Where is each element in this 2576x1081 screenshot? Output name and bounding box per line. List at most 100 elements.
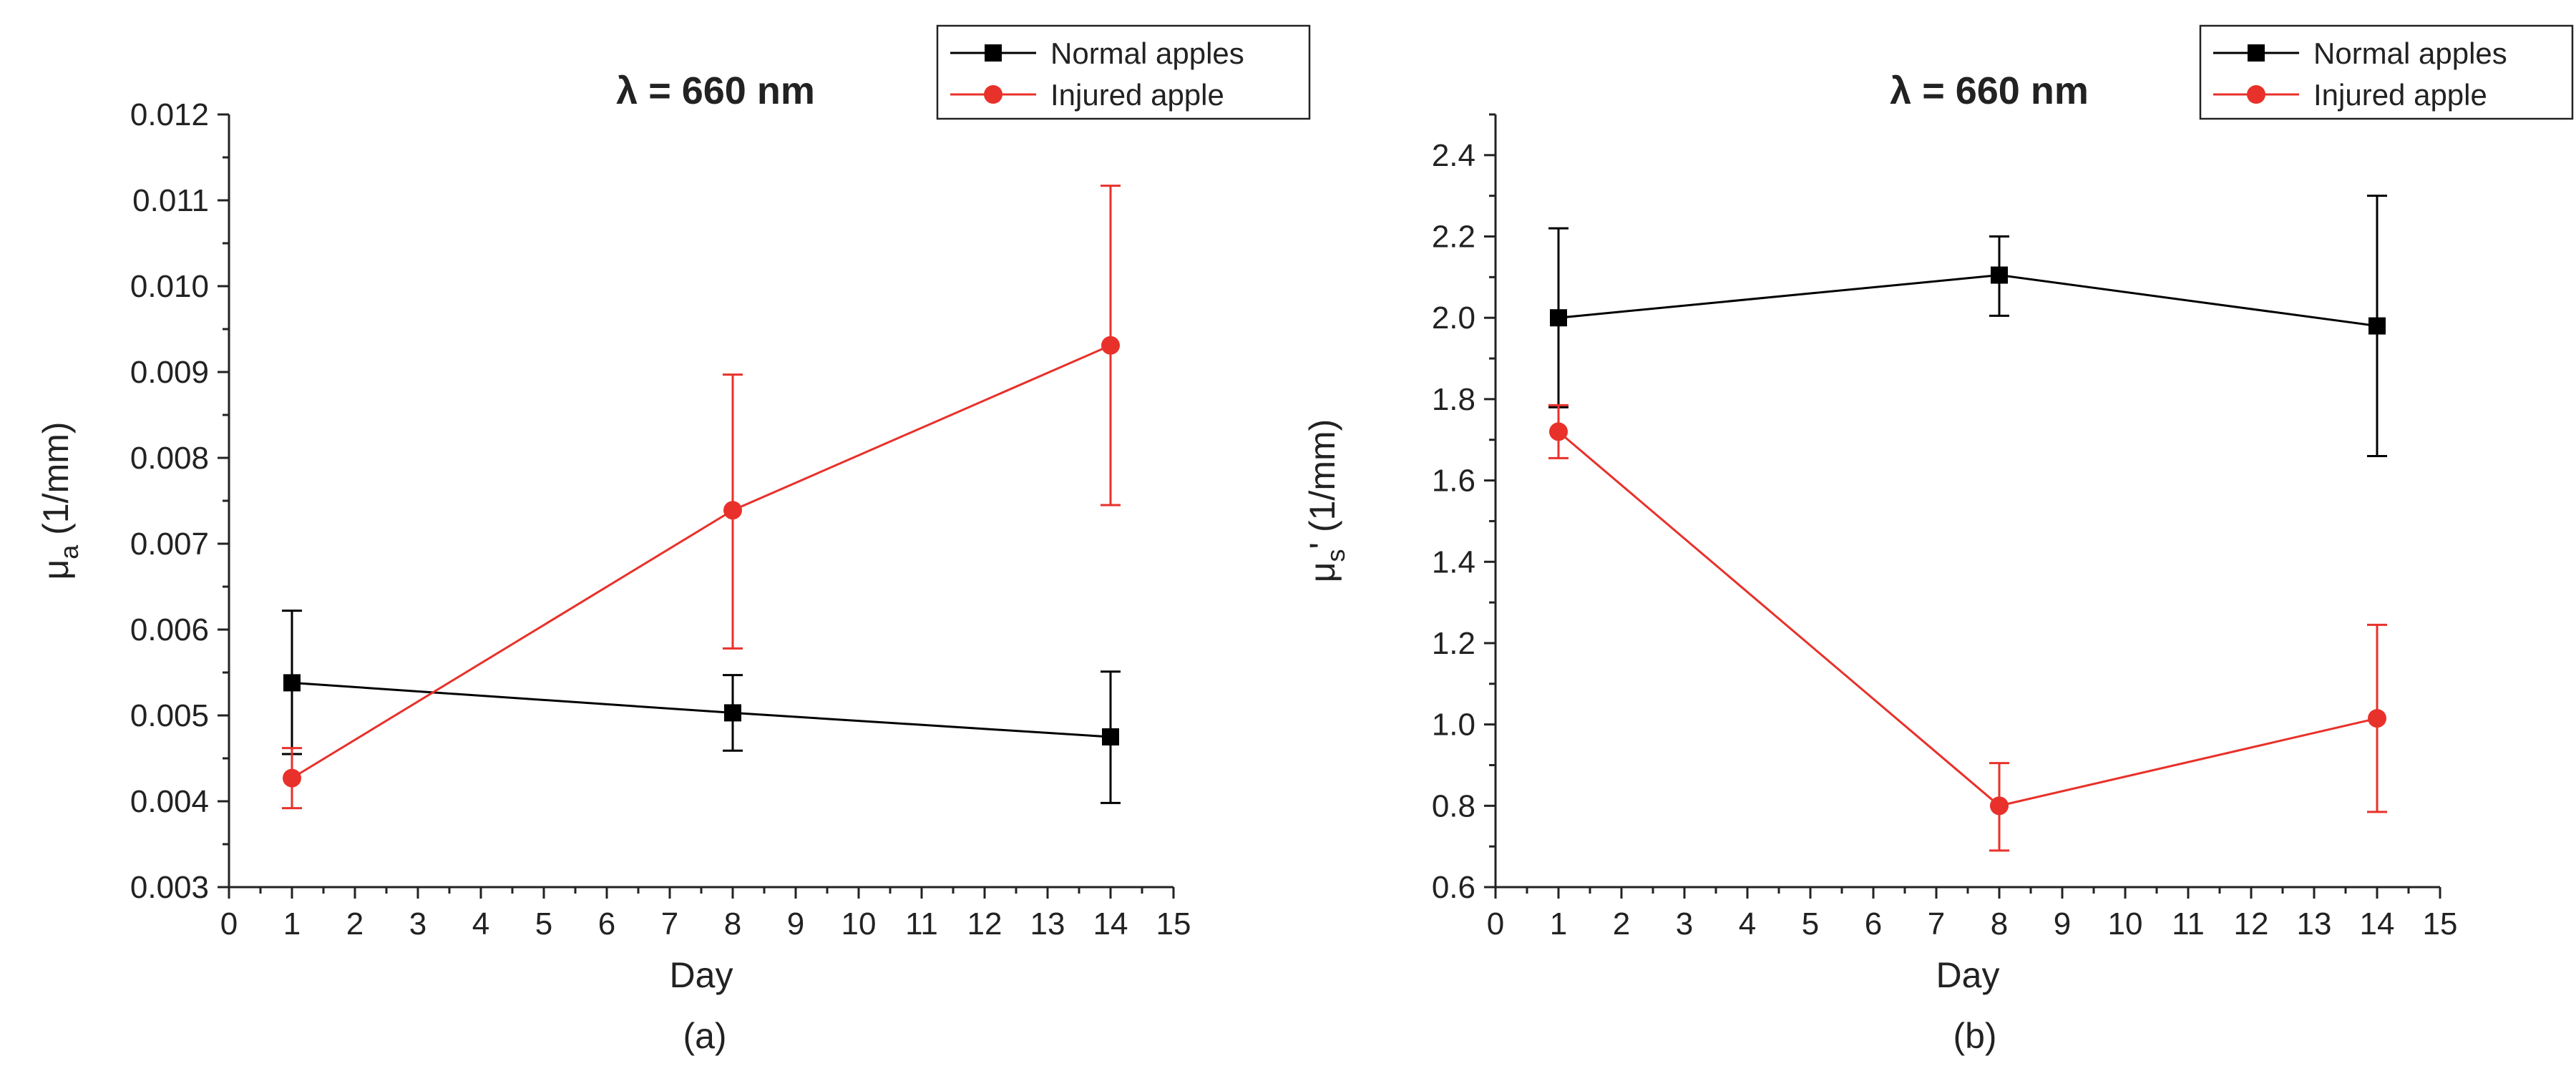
legend-marker-circle <box>2247 85 2265 104</box>
x-tick-label: 0 <box>1487 906 1504 941</box>
x-tick-label: 3 <box>409 906 426 941</box>
legend-marker-square <box>2248 44 2265 62</box>
x-tick-label: 10 <box>2108 906 2143 941</box>
panel-b: 0 1 2 3 4 5 6 7 8 9 10 11 12 13 14 150.60.81.01.21.41.6… <box>1302 24 2574 1056</box>
x-tick-label: 15 <box>2423 906 2458 941</box>
series-line <box>291 681 1111 738</box>
data-point-circle <box>1990 796 2009 816</box>
series-line <box>291 344 1111 779</box>
data-point-square <box>1102 728 1119 745</box>
legend-box <box>2199 24 2574 120</box>
legend-marker-circle <box>984 85 1002 104</box>
y-axis-title: μs' (1/mm) <box>1302 419 1350 583</box>
legend-label: Normal apples <box>1050 36 1244 70</box>
x-tick-label: 2 <box>1613 906 1630 941</box>
y-tick-label: 0.008 <box>130 441 209 476</box>
y-tick-label: 0.004 <box>130 784 209 819</box>
x-tick-label: 2 <box>346 906 364 941</box>
y-tick-label: 0.8 <box>1432 788 1475 823</box>
x-tick-label: 13 <box>2297 906 2332 941</box>
x-tick-label: 10 <box>841 906 877 941</box>
series-line <box>1558 431 2378 807</box>
x-tick-label: 4 <box>472 906 489 941</box>
y-axis-title-subscript: a <box>54 544 84 559</box>
data-point-square <box>2368 317 2386 335</box>
x-tick-label: 6 <box>598 906 615 941</box>
y-tick-label: 0.6 <box>1432 870 1475 905</box>
legend-box <box>936 24 1311 120</box>
x-tick-label: 1 <box>1550 906 1567 941</box>
legend-label: Injured apple <box>1050 78 1224 112</box>
x-tick-label: 4 <box>1739 906 1756 941</box>
y-tick-label: 2.4 <box>1432 138 1475 173</box>
x-tick-label: 8 <box>1991 906 2008 941</box>
y-tick-label: 0.007 <box>130 527 209 562</box>
y-tick-label: 0.006 <box>130 612 209 647</box>
x-tick-label: 14 <box>2360 906 2395 941</box>
y-tick-label: 2.2 <box>1432 220 1475 255</box>
x-tick-label: 11 <box>2172 906 2205 941</box>
y-tick-label: 1.2 <box>1432 626 1475 661</box>
x-tick-label: 9 <box>787 906 804 941</box>
series-injured-apple <box>282 185 1121 810</box>
x-tick-label: 5 <box>1802 906 1819 941</box>
y-tick-label: 0.012 <box>130 97 209 132</box>
x-tick-label: 12 <box>967 906 1002 941</box>
data-point-square <box>1991 266 2008 284</box>
series-normal-apples <box>282 610 1121 804</box>
data-point-square <box>283 674 301 692</box>
legend: Normal apples Injured apple <box>2199 24 2574 120</box>
y-tick-label: 2.0 <box>1432 300 1475 336</box>
series-normal-apples <box>1548 195 2387 457</box>
x-tick-label: 5 <box>535 906 552 941</box>
y-axis-title-symbol: μ <box>36 559 76 580</box>
x-tick-label: 13 <box>1030 906 1065 941</box>
legend-marker-square <box>985 44 1002 62</box>
x-tick-label: 1 <box>283 906 301 941</box>
panel-title: λ = 660 nm <box>1890 69 2089 112</box>
x-tick-label: 3 <box>1676 906 1693 941</box>
y-tick-label: 0.011 <box>132 183 209 218</box>
y-axis-title: μa (1/mm) <box>36 421 84 579</box>
y-tick-label: 0.009 <box>130 355 209 390</box>
y-tick-label: 1.0 <box>1432 708 1475 743</box>
data-point-circle <box>1549 422 1568 441</box>
y-tick-label: 1.6 <box>1432 464 1475 499</box>
data-point-circle <box>1101 336 1120 355</box>
y-tick-label: 0.010 <box>130 269 209 304</box>
x-tick-label: 8 <box>724 906 741 941</box>
x-axis-title: Day <box>1936 955 2000 995</box>
y-axis-title-subscript: s <box>1321 549 1350 562</box>
legend-label: Injured apple <box>2313 78 2487 112</box>
y-tick-label: 1.4 <box>1432 544 1475 579</box>
legend-label: Normal apples <box>2313 36 2507 70</box>
data-point-circle <box>2368 709 2386 728</box>
y-tick-label: 0.003 <box>130 870 209 905</box>
y-axis-title-unit: (1/mm) <box>36 421 76 544</box>
data-point-square <box>1550 309 1567 327</box>
x-tick-label: 0 <box>220 906 238 941</box>
x-tick-label: 7 <box>661 906 678 941</box>
panel-caption: (a) <box>683 1016 726 1056</box>
x-tick-label: 6 <box>1865 906 1882 941</box>
legend: Normal apples Injured apple <box>936 24 1311 120</box>
panel-caption: (b) <box>1953 1016 1996 1056</box>
panel-title: λ = 660 nm <box>616 69 815 112</box>
data-point-circle <box>723 501 742 520</box>
panel-a: 0 1 2 3 4 5 6 7 8 9 10 11 12 13 14 150.0030.0040.0050.0… <box>36 24 1311 1056</box>
x-tick-label: 15 <box>1156 906 1191 941</box>
x-tick-label: 9 <box>2054 906 2071 941</box>
series-injured-apple <box>1548 403 2387 852</box>
x-tick-label: 12 <box>2234 906 2269 941</box>
x-axis-title: Day <box>670 955 733 995</box>
y-axis-title-symbol: μ <box>1302 562 1342 582</box>
y-tick-label: 0.005 <box>130 698 209 733</box>
data-point-square <box>724 704 741 722</box>
x-tick-label: 14 <box>1093 906 1128 941</box>
x-tick-label: 7 <box>1928 906 1945 941</box>
x-tick-label: 11 <box>905 906 938 941</box>
y-tick-label: 1.8 <box>1432 382 1475 417</box>
series-line <box>1558 274 2378 328</box>
